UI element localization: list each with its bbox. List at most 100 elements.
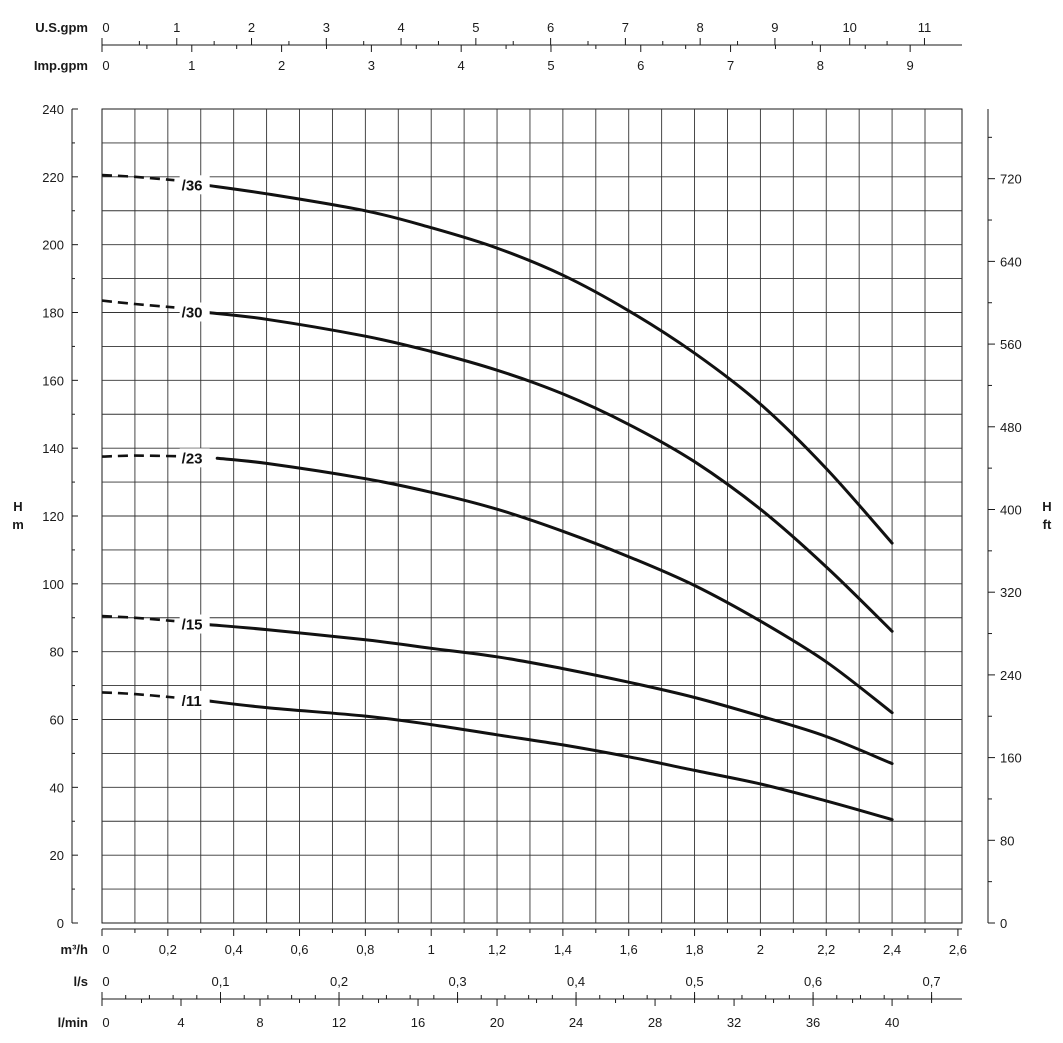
- y-right-axis-label: H: [1042, 499, 1051, 514]
- x-impgpm-axis-label: Imp.gpm: [34, 58, 88, 73]
- y-right-tick-label: 480: [1000, 420, 1022, 435]
- series-11-label: /11: [182, 693, 202, 710]
- series-36-line: [205, 183, 894, 545]
- y-left-tick-label: 120: [42, 509, 64, 524]
- y-right-tick-label: 720: [1000, 172, 1022, 187]
- x-usgpm-tick-label: 4: [397, 20, 404, 35]
- series-15-line: [205, 623, 894, 766]
- x-lmin-tick-label: 32: [727, 1015, 741, 1030]
- x-impgpm-tick-label: 3: [368, 58, 375, 73]
- x-usgpm-tick-label: 11: [918, 20, 932, 35]
- x-ls-tick-label: 0,4: [567, 974, 585, 989]
- series-36-dashed-line: [101, 173, 175, 182]
- y-right-tick-label: 0: [1000, 916, 1007, 931]
- y-left-tick-label: 100: [42, 577, 64, 592]
- y-right-tick-label: 560: [1000, 337, 1022, 352]
- y-right-tick-label: 640: [1000, 254, 1022, 269]
- x-lmin-tick-label: 20: [490, 1015, 504, 1030]
- y-left-tick-label: 80: [50, 645, 64, 660]
- x-lmin-tick-label: 0: [102, 1015, 109, 1030]
- series-23-line: [215, 456, 894, 715]
- x-impgpm-tick-label: 4: [458, 58, 465, 73]
- x-ls-tick-label: 0,2: [330, 974, 348, 989]
- x-usgpm-tick-label: 6: [547, 20, 554, 35]
- series-30-label-bg: [179, 302, 210, 322]
- x-m3h-tick-label: 0,6: [290, 942, 308, 957]
- series-23-dashed-line: [101, 454, 185, 458]
- x-impgpm-tick-label: 6: [637, 58, 644, 73]
- x-usgpm-axis-label: U.S.gpm: [35, 20, 88, 35]
- x-lmin-axis-label: l/min: [58, 1015, 88, 1030]
- x-lmin-tick-label: 36: [806, 1015, 820, 1030]
- y-left-tick-label: 240: [42, 102, 64, 117]
- x-lmin-tick-label: 16: [411, 1015, 425, 1030]
- x-impgpm-tick-label: 7: [727, 58, 734, 73]
- x-lmin-tick-label: 40: [885, 1015, 899, 1030]
- x-m3h-tick-label: 0: [102, 942, 109, 957]
- x-usgpm-tick-label: 7: [622, 20, 629, 35]
- series-15-label-bg: [179, 614, 210, 634]
- x-lmin-tick-label: 8: [256, 1015, 263, 1030]
- x-impgpm-tick-label: 0: [102, 58, 109, 73]
- series-15-dashed-line: [101, 614, 175, 623]
- x-impgpm-tick-label: 8: [817, 58, 824, 73]
- x-ls-tick-label: 0,1: [211, 974, 229, 989]
- x-m3h-tick-label: 2: [757, 942, 764, 957]
- x-impgpm-tick-label: 2: [278, 58, 285, 73]
- y-left-tick-label: 180: [42, 306, 64, 321]
- x-ls-tick-label: 0,3: [448, 974, 466, 989]
- y-left-axis-unit: m: [12, 517, 24, 532]
- x-lmin-tick-label: 28: [648, 1015, 662, 1030]
- x-m3h-tick-label: 2,2: [817, 942, 835, 957]
- y-right-tick-label: 160: [1000, 751, 1022, 766]
- y-left-tick-label: 60: [50, 713, 64, 728]
- x-usgpm-tick-label: 8: [697, 20, 704, 35]
- series-30-line: [205, 311, 894, 633]
- series-30-label: /30: [182, 305, 203, 322]
- x-lmin-tick-label: 4: [177, 1015, 184, 1030]
- x-m3h-tick-label: 0,8: [356, 942, 374, 957]
- y-right-axis-unit: ft: [1043, 517, 1052, 532]
- y-right-tick-label: 80: [1000, 833, 1014, 848]
- x-m3h-tick-label: 0,4: [225, 942, 243, 957]
- y-right-tick-label: 240: [1000, 668, 1022, 683]
- y-left-tick-label: 200: [42, 238, 64, 253]
- x-m3h-tick-label: 1,2: [488, 942, 506, 957]
- y-right-tick-label: 320: [1000, 585, 1022, 600]
- x-impgpm-tick-label: 5: [547, 58, 554, 73]
- x-lmin-tick-label: 12: [332, 1015, 346, 1030]
- y-left-axis-label: H: [13, 499, 22, 514]
- x-usgpm-tick-label: 5: [472, 20, 479, 35]
- x-m3h-tick-label: 0,2: [159, 942, 177, 957]
- x-m3h-tick-label: 2,4: [883, 942, 901, 957]
- x-ls-tick-label: 0: [102, 974, 109, 989]
- labels: 020406080100120140160180200220240Hm08016…: [12, 20, 1052, 1030]
- x-usgpm-tick-label: 1: [173, 20, 180, 35]
- y-left-tick-label: 160: [42, 373, 64, 388]
- series-30-dashed-line: [101, 299, 175, 309]
- y-left-tick-label: 20: [50, 848, 64, 863]
- series-11-line: [205, 699, 894, 822]
- x-ls-tick-label: 0,5: [686, 974, 704, 989]
- x-lmin-tick-label: 24: [569, 1015, 583, 1030]
- x-impgpm-tick-label: 9: [907, 58, 914, 73]
- x-impgpm-tick-label: 1: [188, 58, 195, 73]
- x-usgpm-tick-label: 10: [842, 20, 856, 35]
- x-m3h-axis-label: m³/h: [61, 942, 89, 957]
- series-11-dashed-line: [101, 691, 175, 699]
- series-15-label: /15: [182, 617, 203, 634]
- x-usgpm-tick-label: 9: [771, 20, 778, 35]
- x-m3h-tick-label: 1: [428, 942, 435, 957]
- x-m3h-tick-label: 2,6: [949, 942, 967, 957]
- y-left-tick-label: 40: [50, 780, 64, 795]
- series-11-label-bg: [179, 690, 210, 710]
- y-right-tick-label: 400: [1000, 502, 1022, 517]
- series-23-label: /23: [182, 450, 203, 467]
- y-left-tick-label: 0: [57, 916, 64, 931]
- x-usgpm-tick-label: 3: [323, 20, 330, 35]
- y-left-tick-label: 140: [42, 441, 64, 456]
- x-m3h-tick-label: 1,6: [620, 942, 638, 957]
- x-ls-axis-label: l/s: [74, 974, 88, 989]
- grid: [101, 108, 963, 924]
